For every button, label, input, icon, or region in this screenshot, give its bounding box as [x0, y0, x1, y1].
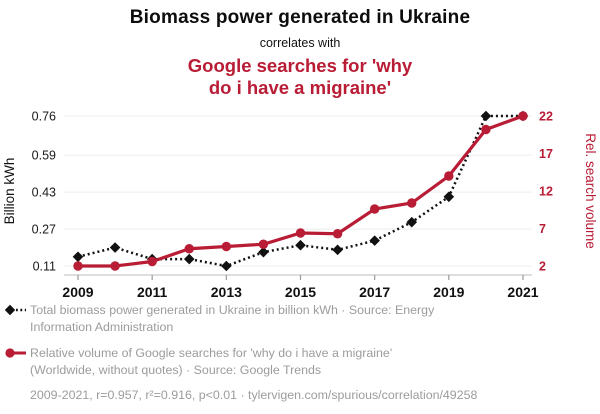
legend-biomass-line1: Total biomass power generated in Ukraine… [30, 303, 435, 317]
data-point-marker [183, 253, 195, 265]
data-point-marker [72, 251, 84, 263]
legend-item-searches: Relative volume of Google searches for '… [4, 345, 596, 379]
legend-item-biomass: Total biomass power generated in Ukraine… [4, 302, 596, 336]
right-tick-label: 22 [539, 110, 553, 124]
page-title: Biomass power generated in Ukraine [129, 7, 471, 28]
x-tick-label: 2019 [433, 284, 464, 300]
x-tick-label: 2013 [211, 284, 242, 300]
data-point-marker [221, 241, 232, 252]
right-tick-label: 7 [539, 222, 546, 236]
left-tick-label: 0.11 [33, 260, 56, 274]
data-point-marker [369, 235, 380, 246]
legend-text-biomass: Total biomass power generated in Ukraine… [30, 302, 434, 336]
data-point-marker [443, 191, 455, 203]
chart-canvas: 2009 2011 2013 2015 2017 2019 2021 0.76 0.59 0.43… [2, 110, 598, 301]
x-tick-label: 2017 [359, 284, 390, 300]
right-tick-label: 17 [539, 147, 553, 161]
data-point-marker [406, 216, 418, 228]
data-point-marker [258, 239, 269, 249]
x-tick-label: 2021 [507, 284, 538, 300]
data-point-marker [481, 124, 491, 135]
data-point-marker [407, 198, 417, 208]
right-tick-label: 2 [539, 260, 546, 274]
data-point-marker [332, 244, 343, 256]
data-point-marker [332, 229, 343, 239]
legend-biomass-line2: Information Administration [30, 320, 174, 334]
right-tick-label: 12 [539, 185, 553, 199]
data-point-marker [184, 244, 194, 254]
data-point-marker [258, 246, 269, 258]
x-tick-label: 2011 [137, 284, 168, 300]
correlate-title: Google searches for 'why do i have a mig… [0, 55, 600, 99]
stats-footer: 2009-2021, r=0.957, r²=0.916, p<0.01 · t… [30, 388, 478, 402]
data-point-marker [110, 261, 120, 271]
data-point-marker [369, 204, 380, 214]
data-point-marker [221, 260, 232, 272]
legend-searches-line1: Relative volume of Google searches for '… [30, 346, 393, 360]
left-axis-title: Billion kWh [2, 158, 17, 225]
right-axis-title: Rel. search volume [583, 133, 598, 249]
legend-searches-line2: (Worldwide, without quotes) · Source: Go… [30, 363, 322, 377]
left-tick-label: 0.76 [32, 110, 56, 124]
data-point-marker [295, 228, 306, 238]
data-point-marker [73, 261, 83, 271]
left-tick-label: 0.27 [32, 223, 56, 237]
black-diamond-dashed-icon [4, 304, 26, 316]
data-point-marker [444, 171, 454, 181]
data-point-marker [480, 110, 492, 122]
left-tick-label: 0.43 [32, 186, 56, 200]
data-point-marker [109, 242, 121, 253]
correlate-title-line1: Google searches for 'why [187, 55, 413, 76]
chart-legend: Total biomass power generated in Ukraine… [0, 302, 596, 404]
correlates-with-label: correlates with [259, 36, 341, 50]
red-circle-solid-icon [5, 348, 26, 358]
x-tick-label: 2015 [285, 284, 316, 300]
left-tick-label: 0.59 [32, 149, 56, 163]
data-point-marker [147, 256, 157, 267]
chart-header: Biomass power generated in Ukraine corre… [0, 0, 600, 99]
data-point-marker [295, 239, 306, 251]
correlate-title-line2: do i have a migraine' [208, 77, 392, 98]
x-tick-label: 2009 [62, 284, 93, 300]
chart-area: 2009 2011 2013 2015 2017 2019 2021 0.76 0.59 0.43… [0, 105, 600, 301]
data-point-marker [518, 111, 528, 121]
legend-text-searches: Relative volume of Google searches for '… [30, 345, 392, 379]
